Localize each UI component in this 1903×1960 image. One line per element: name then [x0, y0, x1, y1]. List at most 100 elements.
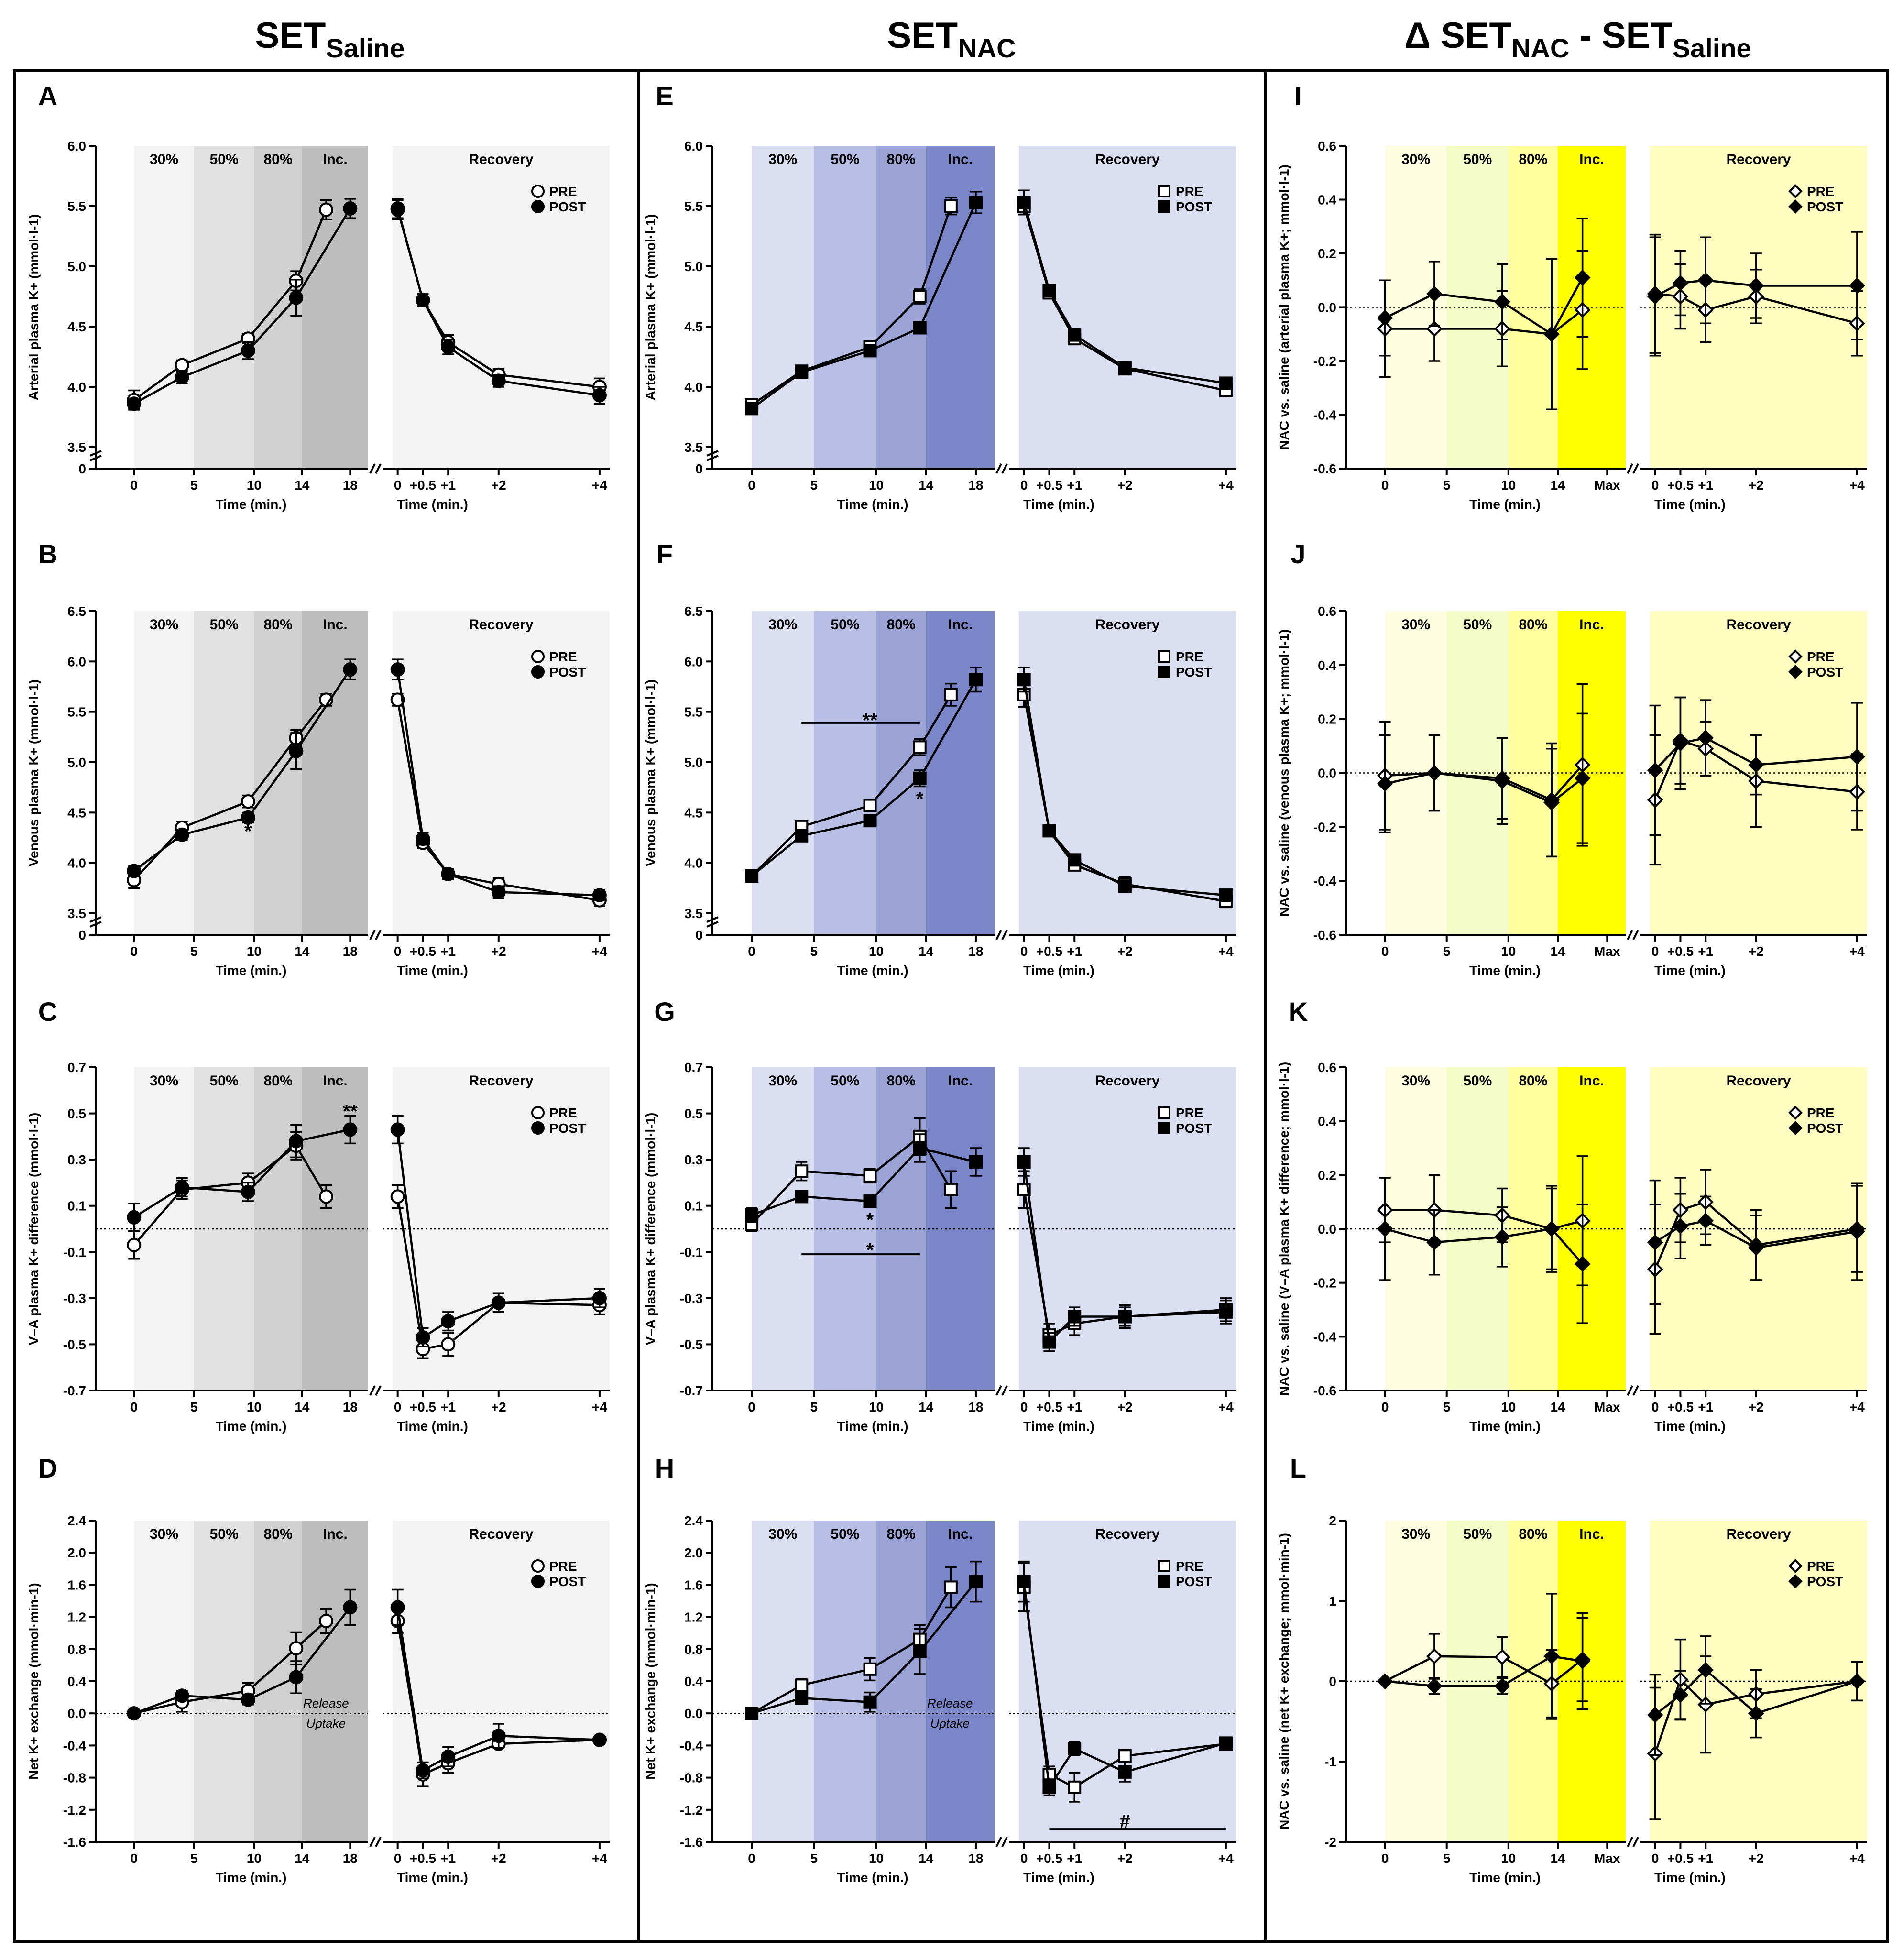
data-point-post [441, 1314, 456, 1329]
data-point-post [592, 388, 607, 403]
y-tick-label: 0.4 [684, 1674, 703, 1689]
x-axis-label: Time (min.) [397, 963, 468, 978]
data-point-post [289, 744, 304, 758]
x-tick-label: +1 [1067, 478, 1082, 493]
x-axis-break [995, 1837, 1008, 1847]
legend-label: PRE [1807, 649, 1835, 664]
x-tick-label: 0 [1020, 1851, 1028, 1866]
y-tick-label: 5.0 [684, 259, 703, 274]
data-point-post [795, 1691, 809, 1705]
x-tick-label: 5 [190, 944, 198, 959]
x-tick-label: +0.5 [410, 1400, 436, 1414]
legend-label: POST [549, 199, 586, 214]
data-point-post [1118, 879, 1132, 893]
phase-band [1446, 146, 1509, 469]
x-tick-label: 5 [810, 478, 818, 493]
figure-frame [13, 69, 1889, 1943]
axis-break [706, 916, 719, 928]
y-tick-label: 1.6 [684, 1577, 703, 1592]
y-tick-label: -0.5 [63, 1337, 86, 1352]
data-point-post [1672, 1218, 1689, 1235]
legend-label: PRE [1807, 1559, 1835, 1574]
x-tick-label: 10 [247, 1400, 262, 1414]
data-point-post [1574, 1653, 1591, 1669]
y-tick-label: -0.4 [1313, 874, 1337, 888]
x-tick-label: +1 [1067, 1851, 1082, 1866]
data-point-post [289, 1670, 304, 1685]
data-point-post [913, 1141, 927, 1155]
phase-label: 50% [831, 152, 859, 167]
legend-marker [1788, 665, 1803, 679]
y-tick-label: 6.5 [684, 604, 703, 619]
y-tick-label: 6.0 [684, 139, 703, 153]
data-point-post [441, 339, 456, 354]
phase-label: 50% [210, 152, 239, 167]
y-tick-label: 0.1 [684, 1199, 703, 1214]
uptake-label: Uptake [306, 1716, 346, 1730]
y-tick-label: 4.0 [67, 380, 86, 394]
y-tick-label: -1 [1324, 1754, 1336, 1769]
phase-label: 30% [768, 152, 797, 167]
panel-letter: I [1294, 81, 1302, 111]
y-tick-label: 1.2 [67, 1610, 86, 1625]
x-tick-label: +4 [592, 1851, 607, 1866]
y-tick-label: 4.5 [684, 319, 703, 334]
data-point-post [289, 1134, 304, 1149]
x-tick-label: +2 [1117, 1851, 1133, 1866]
x-axis-label: Time (min.) [1654, 1419, 1726, 1434]
x-axis-break [995, 1385, 1008, 1396]
data-point-post [1494, 1229, 1510, 1245]
y-tick-label: 0.4 [1318, 193, 1336, 208]
x-axis-label: Time (min.) [837, 497, 908, 512]
recovery-band [393, 1521, 610, 1842]
axis-break [706, 450, 719, 461]
data-point-post [913, 1644, 927, 1658]
data-point-pre [944, 1580, 958, 1594]
phase-label: 50% [1463, 152, 1492, 167]
data-point-pre [913, 290, 927, 303]
x-tick-label: 5 [190, 1400, 198, 1414]
x-tick-label: 18 [968, 1400, 983, 1414]
x-tick-label: +2 [1117, 944, 1133, 959]
x-tick-label: 0 [1381, 944, 1389, 959]
data-point-post [491, 1729, 506, 1743]
x-tick-label: +0.5 [1667, 1851, 1694, 1866]
y-tick-label: -0.6 [1313, 1383, 1336, 1398]
x-tick-label: +2 [491, 1851, 506, 1866]
data-point-pre [1118, 1749, 1132, 1763]
data-point-post [1543, 326, 1560, 342]
phase-label: 30% [150, 1526, 178, 1542]
y-tick-label: 0.0 [67, 1706, 86, 1721]
data-point-post [1017, 1575, 1031, 1588]
y-tick-label: 0.2 [1318, 712, 1336, 727]
y-tick-label: -0.2 [1313, 354, 1336, 369]
x-tick-label: 5 [810, 1851, 818, 1866]
x-axis-break [995, 930, 1008, 940]
significance-mark: # [1120, 1811, 1130, 1832]
legend-marker [531, 650, 545, 663]
data-point-post [1574, 269, 1591, 286]
phase-band [134, 1521, 194, 1842]
y-axis-label: V–A plasma K+ difference (mmol·l-1) [643, 1113, 658, 1346]
phase-band [302, 146, 368, 469]
data-point-post [1574, 1256, 1591, 1272]
x-tick-label: +0.5 [410, 478, 436, 493]
significance-mark: * [244, 821, 252, 842]
x-axis-break [369, 1837, 382, 1847]
y-tick-label: -1.6 [680, 1835, 703, 1850]
data-point-post [343, 1122, 358, 1137]
x-tick-label: 10 [247, 1851, 262, 1866]
phase-label: Recovery [1727, 617, 1791, 633]
data-point-pre [319, 202, 334, 217]
data-point-post [863, 1194, 877, 1208]
data-point-post [241, 343, 255, 358]
y-tick-label: 2 [1329, 1513, 1336, 1528]
y-tick-label: 5.0 [684, 755, 703, 770]
y-tick-label: 0.0 [1318, 1222, 1336, 1237]
data-point-pre [175, 358, 189, 372]
y-tick-label: 6.5 [67, 604, 86, 619]
data-point-post [1697, 272, 1714, 289]
uptake-label: Uptake [930, 1716, 970, 1730]
data-point-post [1672, 275, 1689, 291]
